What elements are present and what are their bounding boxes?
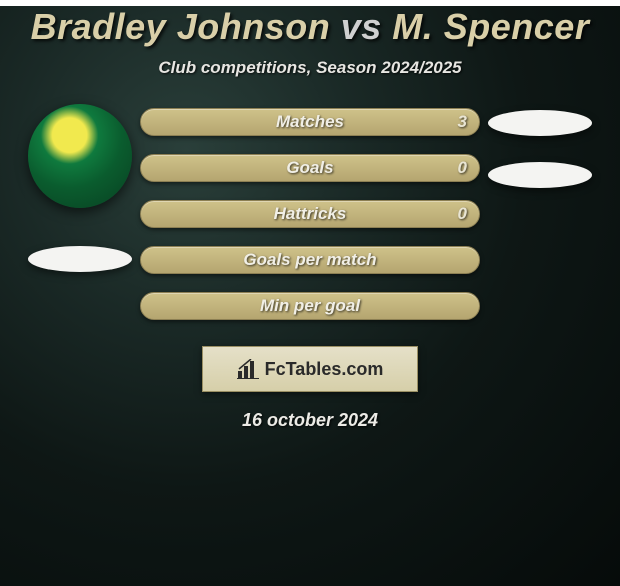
stat-bar-goals-per-match: Goals per match: [140, 246, 480, 274]
stat-bar-hattricks: Hattricks 0: [140, 200, 480, 228]
subtitle: Club competitions, Season 2024/2025: [0, 58, 620, 78]
title-player1: Bradley Johnson: [31, 6, 331, 47]
content-root: Bradley Johnson vs M. Spencer Club compe…: [0, 6, 620, 431]
stat-label: Hattricks: [274, 204, 347, 224]
stat-label: Goals per match: [243, 250, 376, 270]
bar-chart-icon: [237, 359, 259, 379]
compare-row: Matches 3 Goals 0 Hattricks 0 Goals per …: [0, 108, 620, 328]
player-left-column: [20, 108, 140, 328]
stat-right-value: 3: [458, 112, 467, 132]
stat-right-value: 0: [458, 204, 467, 224]
stat-list: Matches 3 Goals 0 Hattricks 0 Goals per …: [140, 108, 480, 320]
stat-right-value: 0: [458, 158, 467, 178]
title-player2: M. Spencer: [392, 6, 589, 47]
player-right-oval-1: [488, 110, 592, 136]
stat-label: Matches: [276, 112, 344, 132]
logo-box: FcTables.com: [202, 346, 418, 392]
stat-label: Goals: [286, 158, 333, 178]
title-vs: vs: [341, 6, 382, 47]
player-right-oval-2: [488, 162, 592, 188]
stat-label: Min per goal: [260, 296, 360, 316]
player-left-avatar: [28, 104, 132, 208]
logo-text: FcTables.com: [265, 359, 384, 380]
player-right-column: [480, 108, 600, 328]
logo-inner: FcTables.com: [237, 359, 384, 380]
stat-bar-matches: Matches 3: [140, 108, 480, 136]
player-left-name-oval: [28, 246, 132, 272]
stat-bar-goals: Goals 0: [140, 154, 480, 182]
date-line: 16 october 2024: [0, 410, 620, 431]
page-title: Bradley Johnson vs M. Spencer: [0, 6, 620, 48]
stat-bar-min-per-goal: Min per goal: [140, 292, 480, 320]
